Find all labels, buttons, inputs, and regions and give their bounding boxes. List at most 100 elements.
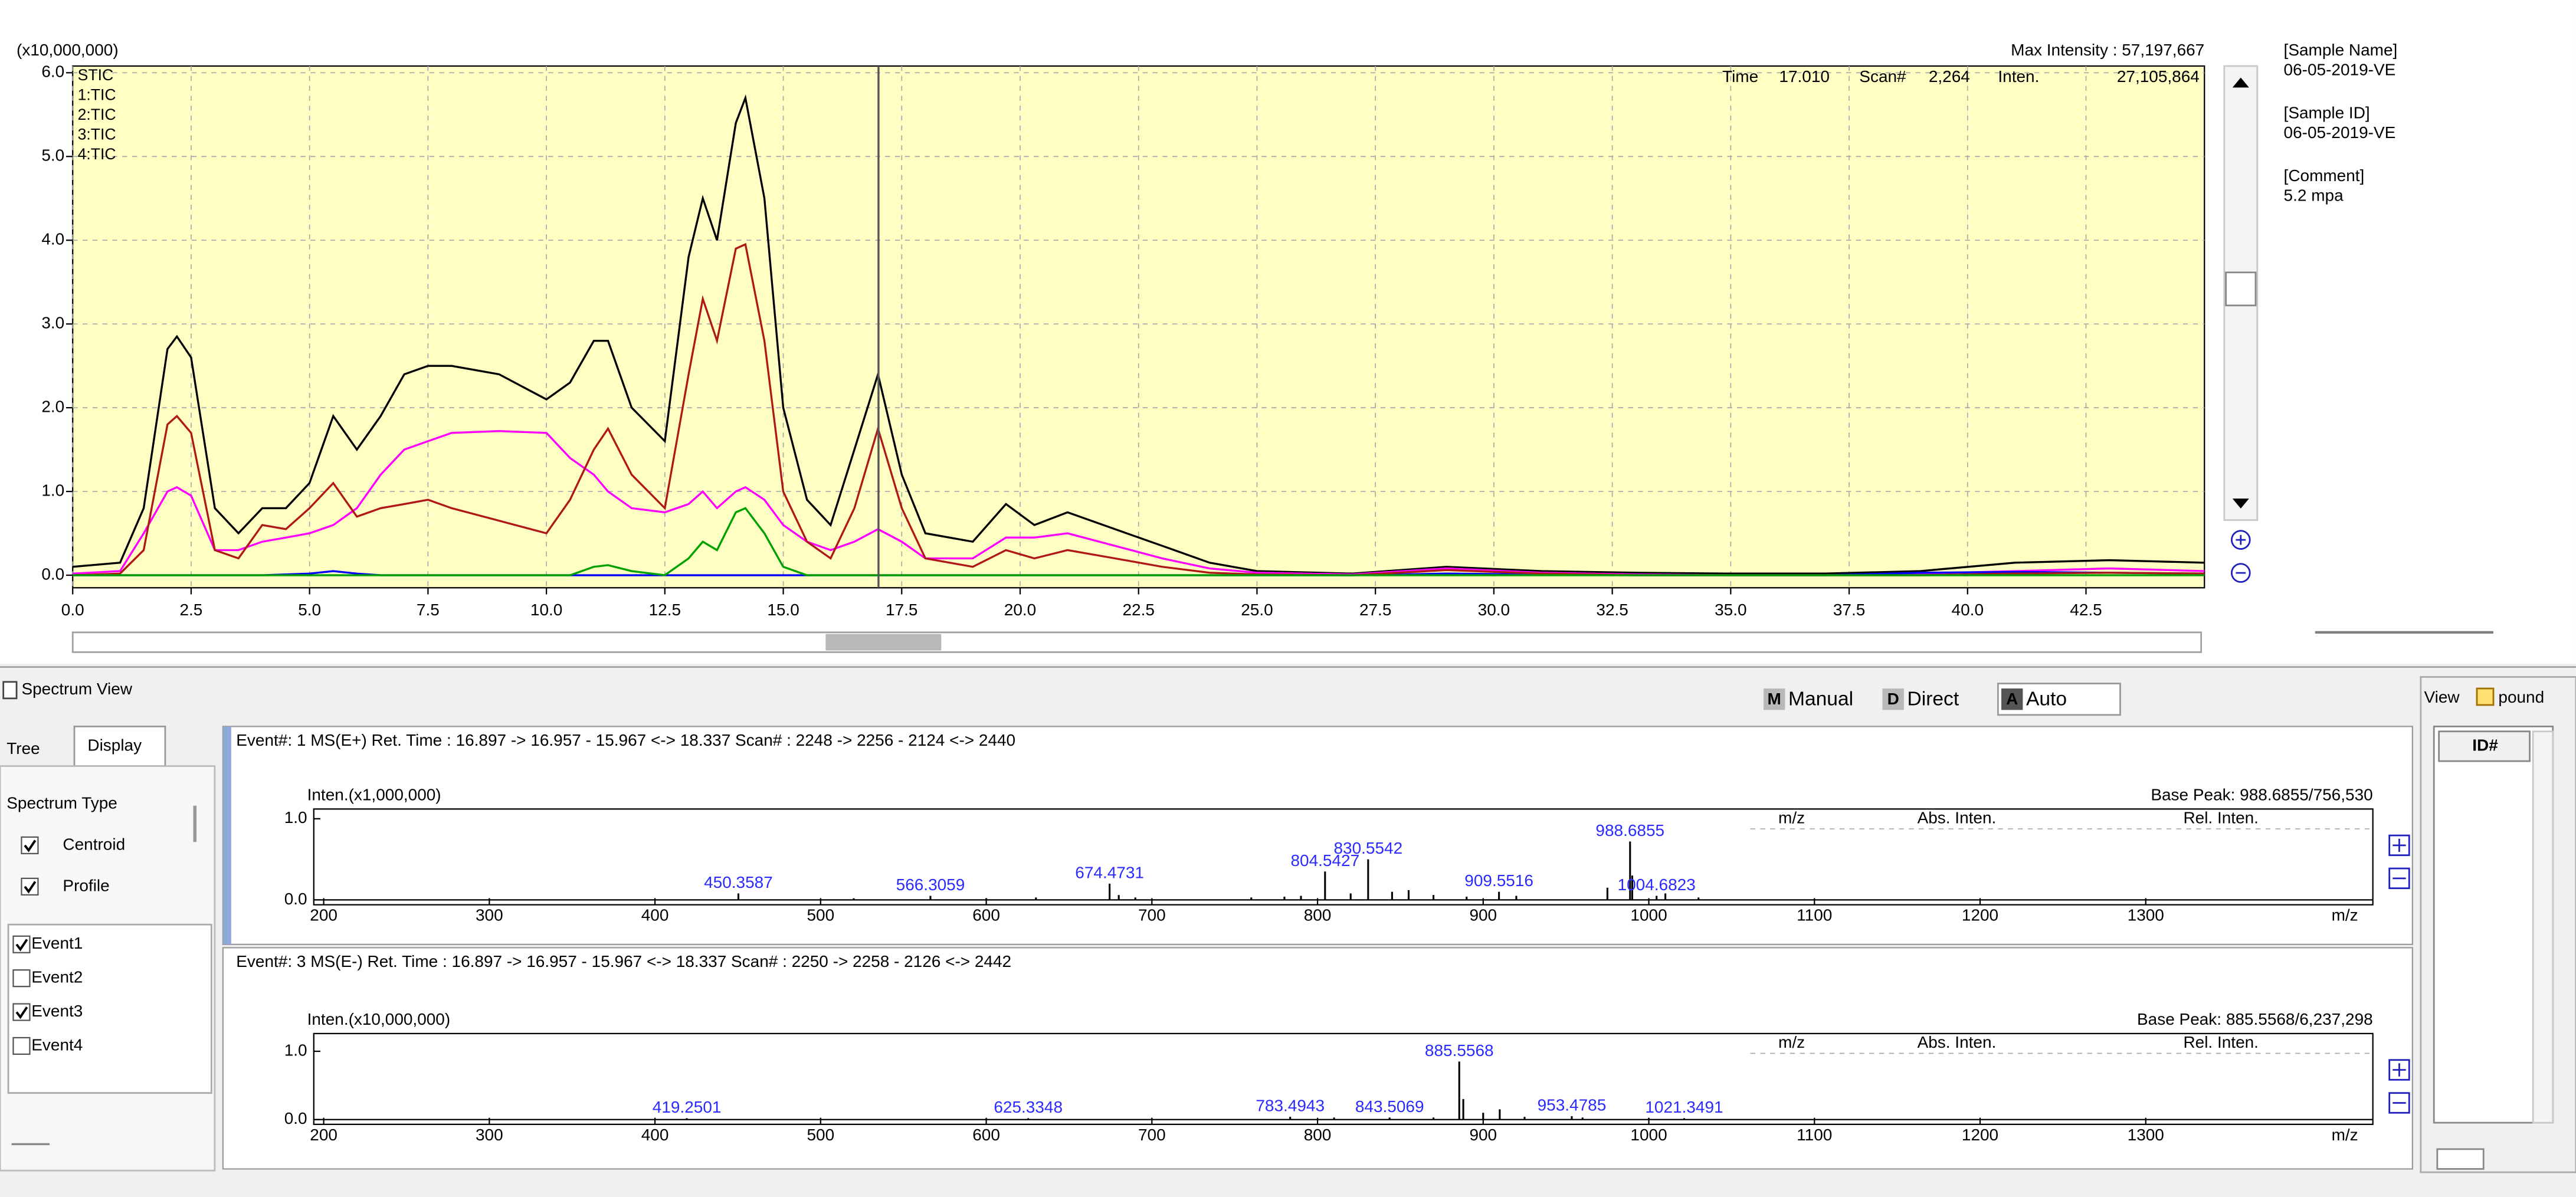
mode-name[interactable]: Manual	[1788, 688, 1853, 710]
y-tick-label: 5.0	[41, 146, 64, 165]
tic-line	[73, 507, 2205, 576]
mode-key-box[interactable]	[2001, 688, 2023, 710]
peak-label: 1021.3491	[1645, 1098, 1723, 1116]
y-tick-label: 2.0	[41, 398, 64, 416]
peak-label: 419.2501	[653, 1098, 722, 1116]
max-intensity: Max Intensity : 57,197,667	[2011, 41, 2204, 59]
event-item[interactable]: Event1	[31, 934, 83, 952]
x-tick-label: 15.0	[767, 601, 799, 619]
sample-info: 5.2 mpa	[2284, 186, 2344, 204]
spectrum-header: Event#: 1 MS(E+) Ret. Time : 16.897 -> 1…	[236, 731, 1015, 749]
side-tab[interactable]: pound	[2498, 688, 2544, 706]
peak-label: 909.5516	[1464, 871, 1533, 890]
x-tick-label: 500	[807, 906, 834, 924]
cursor-scan-label: Scan#	[1859, 67, 1906, 86]
type-option[interactable]: Centroid	[63, 835, 125, 853]
x-tick-label: 600	[972, 1126, 1000, 1144]
x-tick-label: 1300	[2128, 1126, 2164, 1144]
cursor-time-label: Time	[1722, 67, 1758, 86]
x-tick-label: 2.5	[179, 601, 202, 619]
event-item[interactable]: Event4	[31, 1035, 83, 1054]
peak-label: 450.3587	[704, 873, 773, 891]
selected-bar	[222, 726, 231, 945]
x-tick-label: 200	[310, 906, 337, 924]
event-checkbox-mark	[15, 939, 28, 952]
y-tick-label: 1.0	[284, 1041, 307, 1059]
x-tick-label: 300	[476, 1126, 503, 1144]
tab[interactable]: Display	[87, 736, 142, 754]
mode-key[interactable]: M	[1768, 690, 1781, 708]
y-axis-unit: (x10,000,000)	[17, 41, 119, 59]
mode-name[interactable]: Auto	[2026, 688, 2067, 710]
event-checkbox[interactable]	[12, 1037, 31, 1055]
mode-key-box[interactable]	[1764, 688, 1785, 710]
column-header: m/z	[1778, 1033, 1805, 1051]
y-tick-label: 6.0	[41, 63, 64, 81]
event-checkbox[interactable]	[12, 969, 31, 988]
cursor-time: 17.010	[1779, 67, 1830, 86]
mode-name[interactable]: Direct	[1907, 688, 1959, 710]
spectrum-y-label: Inten.(x10,000,000)	[307, 1010, 451, 1028]
x-tick-label: 10.0	[530, 601, 562, 619]
type-option[interactable]: Profile	[63, 876, 109, 894]
x-tick-label: 32.5	[1596, 601, 1628, 619]
x-tick-label: 37.5	[1833, 601, 1865, 619]
side-hscroll[interactable]	[2436, 1148, 2485, 1170]
spectrum-header: Event#: 3 MS(E-) Ret. Time : 16.897 -> 1…	[236, 952, 1011, 970]
type-checkbox[interactable]	[21, 836, 39, 855]
legend-entry: 2:TIC	[78, 106, 116, 123]
column-header: Abs. Inten.	[1918, 1033, 1997, 1051]
spectrum-type-label: Spectrum Type	[6, 793, 117, 812]
sample-info: [Comment]	[2284, 166, 2365, 185]
peak-label: 885.5568	[1425, 1041, 1494, 1060]
x-tick-label: 7.5	[417, 601, 440, 619]
view-title: Spectrum View	[21, 680, 132, 698]
peak-label: 830.5542	[1334, 839, 1403, 857]
spectrum-plot	[313, 808, 2374, 906]
x-tick-label: 900	[1469, 906, 1497, 924]
x-tick-label: 42.5	[2070, 601, 2102, 619]
side-column: ID#	[2472, 736, 2498, 754]
side-scroll[interactable]	[2532, 730, 2554, 1124]
x-tick-label: 400	[641, 906, 669, 924]
x-tick-label: 400	[641, 1126, 669, 1144]
spectrum-panel	[222, 726, 2413, 945]
legend-entry: 4:TIC	[78, 145, 116, 163]
y-tick-label: 1.0	[284, 808, 307, 827]
legend-entry: 1:TIC	[78, 86, 116, 103]
x-tick-label: 27.5	[1359, 601, 1391, 619]
y-tick-label: 0.0	[41, 565, 64, 583]
event-list	[7, 923, 212, 1094]
cursor-scan: 2,264	[1929, 67, 1970, 86]
scroll-down[interactable]	[2232, 499, 2249, 509]
mode-key[interactable]: D	[1887, 690, 1899, 708]
scroll-up[interactable]	[2232, 77, 2249, 88]
x-tick-label: 25.0	[1241, 601, 1273, 619]
sample-info: 06-05-2019-VE	[2284, 123, 2396, 142]
h-scroll-thumb[interactable]	[825, 634, 942, 651]
column-header: m/z	[1778, 809, 1805, 827]
x-tick-label: 1100	[1797, 1126, 1832, 1144]
event-checkbox[interactable]	[12, 1003, 31, 1021]
peak-label: 843.5069	[1355, 1097, 1424, 1116]
peak-label: 566.3059	[896, 875, 965, 894]
x-tick-label: 500	[807, 1126, 834, 1144]
event-item[interactable]: Event3	[31, 1002, 83, 1020]
x-tick-label: 17.5	[886, 601, 917, 619]
column-header: Rel. Inten.	[2183, 809, 2259, 827]
side-tab[interactable]: View	[2424, 688, 2460, 706]
event-item[interactable]: Event2	[31, 968, 83, 986]
mode-key[interactable]: A	[2006, 690, 2018, 708]
base-peak: Base Peak: 988.6855/756,530	[2151, 785, 2372, 804]
tab[interactable]: Tree	[6, 739, 40, 757]
event-checkbox[interactable]	[12, 935, 31, 953]
type-checkbox[interactable]	[21, 877, 39, 896]
scroll-thumb[interactable]	[2225, 271, 2257, 307]
h-scrollbar[interactable]	[71, 631, 2203, 653]
peak-label: 804.5427	[1290, 851, 1359, 870]
mode-key-box[interactable]	[1882, 688, 1904, 710]
x-tick-label: 12.5	[649, 601, 681, 619]
x-axis-label: m/z	[2332, 906, 2358, 924]
